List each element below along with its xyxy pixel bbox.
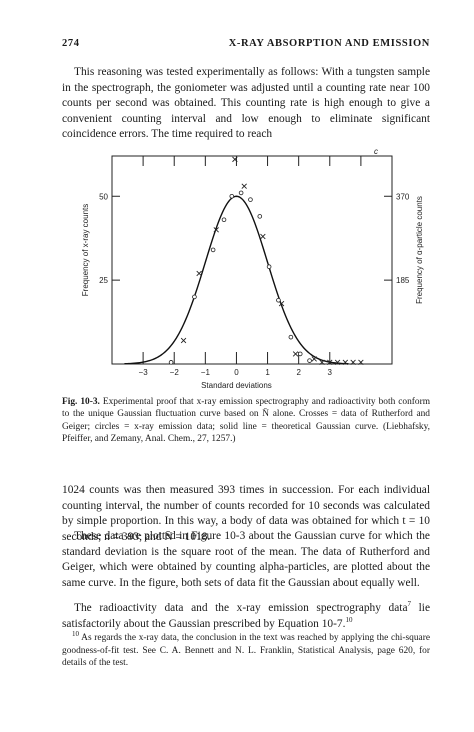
cross-point (334, 359, 341, 366)
x-tick-label: −1 (201, 368, 211, 377)
circle-point (288, 334, 294, 340)
cross-point (342, 359, 349, 366)
paragraph-4-text: The radioactivity data and the x-ray emi… (74, 602, 408, 614)
footnote-text: As regards the x-ray data, the conclusio… (62, 633, 430, 669)
cross-point (260, 233, 266, 240)
running-title: X-RAY ABSORPTION AND EMISSION (228, 38, 430, 49)
y-left-tick-label: 25 (99, 276, 108, 285)
x-tick-label: −3 (139, 368, 149, 377)
circle-point (238, 190, 244, 196)
x-tick-label: 0 (234, 368, 239, 377)
cross-point (350, 359, 356, 366)
cross-point (292, 351, 299, 357)
cross-point (327, 359, 333, 366)
x-tick-label: 3 (328, 368, 333, 377)
x-tick-label: −2 (170, 368, 180, 377)
reference-10: 10 (345, 615, 353, 624)
paragraph-4: The radioactivity data and the x-ray emi… (62, 601, 430, 632)
caption-text: Experimental proof that x-ray emission s… (62, 397, 430, 445)
circle-point (266, 264, 272, 270)
y-right-tick-label: 370 (396, 192, 410, 201)
cross-point (180, 337, 187, 344)
circle-point (257, 214, 263, 219)
cross-point (358, 359, 364, 366)
circle-point (221, 217, 227, 223)
paragraph-1: This reasoning was tested experimentally… (62, 66, 430, 141)
x-axis-title: Standard deviations (201, 381, 272, 390)
page-number: 274 (62, 38, 80, 49)
circle-point (276, 297, 281, 303)
page-header: 274 X-RAY ABSORPTION AND EMISSION (62, 38, 430, 54)
figure-caption: Fig. 10-3. Experimental proof that x-ray… (62, 396, 430, 446)
plot-frame (111, 155, 393, 365)
cross-point (196, 270, 202, 277)
paragraph-3: These data are plotted in Figure 10-3 ab… (62, 530, 430, 589)
cross-point (311, 356, 317, 362)
footnote-mark: 10 (72, 629, 79, 638)
y-right-tick-label: 185 (396, 276, 410, 285)
circle-point (168, 360, 174, 365)
gaussian-chart: c −3 −2 −1 0 1 2 3 Standard deviations 50 25 370 18… (81, 147, 424, 390)
x-tick-label: 1 (265, 368, 270, 377)
cross-point (213, 227, 219, 233)
circle-point (297, 351, 303, 357)
footnote-10: 10 As regards the x-ray data, the conclu… (62, 629, 430, 670)
cross-point (278, 300, 285, 307)
cross-point (319, 359, 325, 366)
gaussian-curve (124, 195, 349, 365)
y-right-axis-title: Frequency of α-particle counts (415, 196, 424, 304)
figure-10-3: c −3 −2 −1 0 1 2 3 Standard deviations 50 25 370 18… (62, 146, 430, 390)
cross-point (232, 156, 238, 163)
corner-mark: c (374, 147, 378, 156)
circle-point (229, 193, 235, 199)
circle-point (307, 358, 312, 363)
cross-point (241, 183, 247, 189)
y-left-axis-title: Frequency of x-ray counts (81, 204, 90, 296)
circle-point (192, 294, 197, 300)
figure-label: Fig. 10-3. (62, 397, 100, 407)
x-tick-label: 2 (296, 368, 301, 377)
reference-7: 7 (407, 600, 412, 609)
paragraph-2: 1024 counts was then measured 393 times … (62, 484, 430, 543)
circle-point (248, 197, 253, 202)
paragraph-4-text-2: lie satisfactorily about the Gaussian pr… (62, 602, 430, 630)
y-left-tick-label: 50 (99, 192, 108, 201)
circle-point (210, 247, 216, 253)
